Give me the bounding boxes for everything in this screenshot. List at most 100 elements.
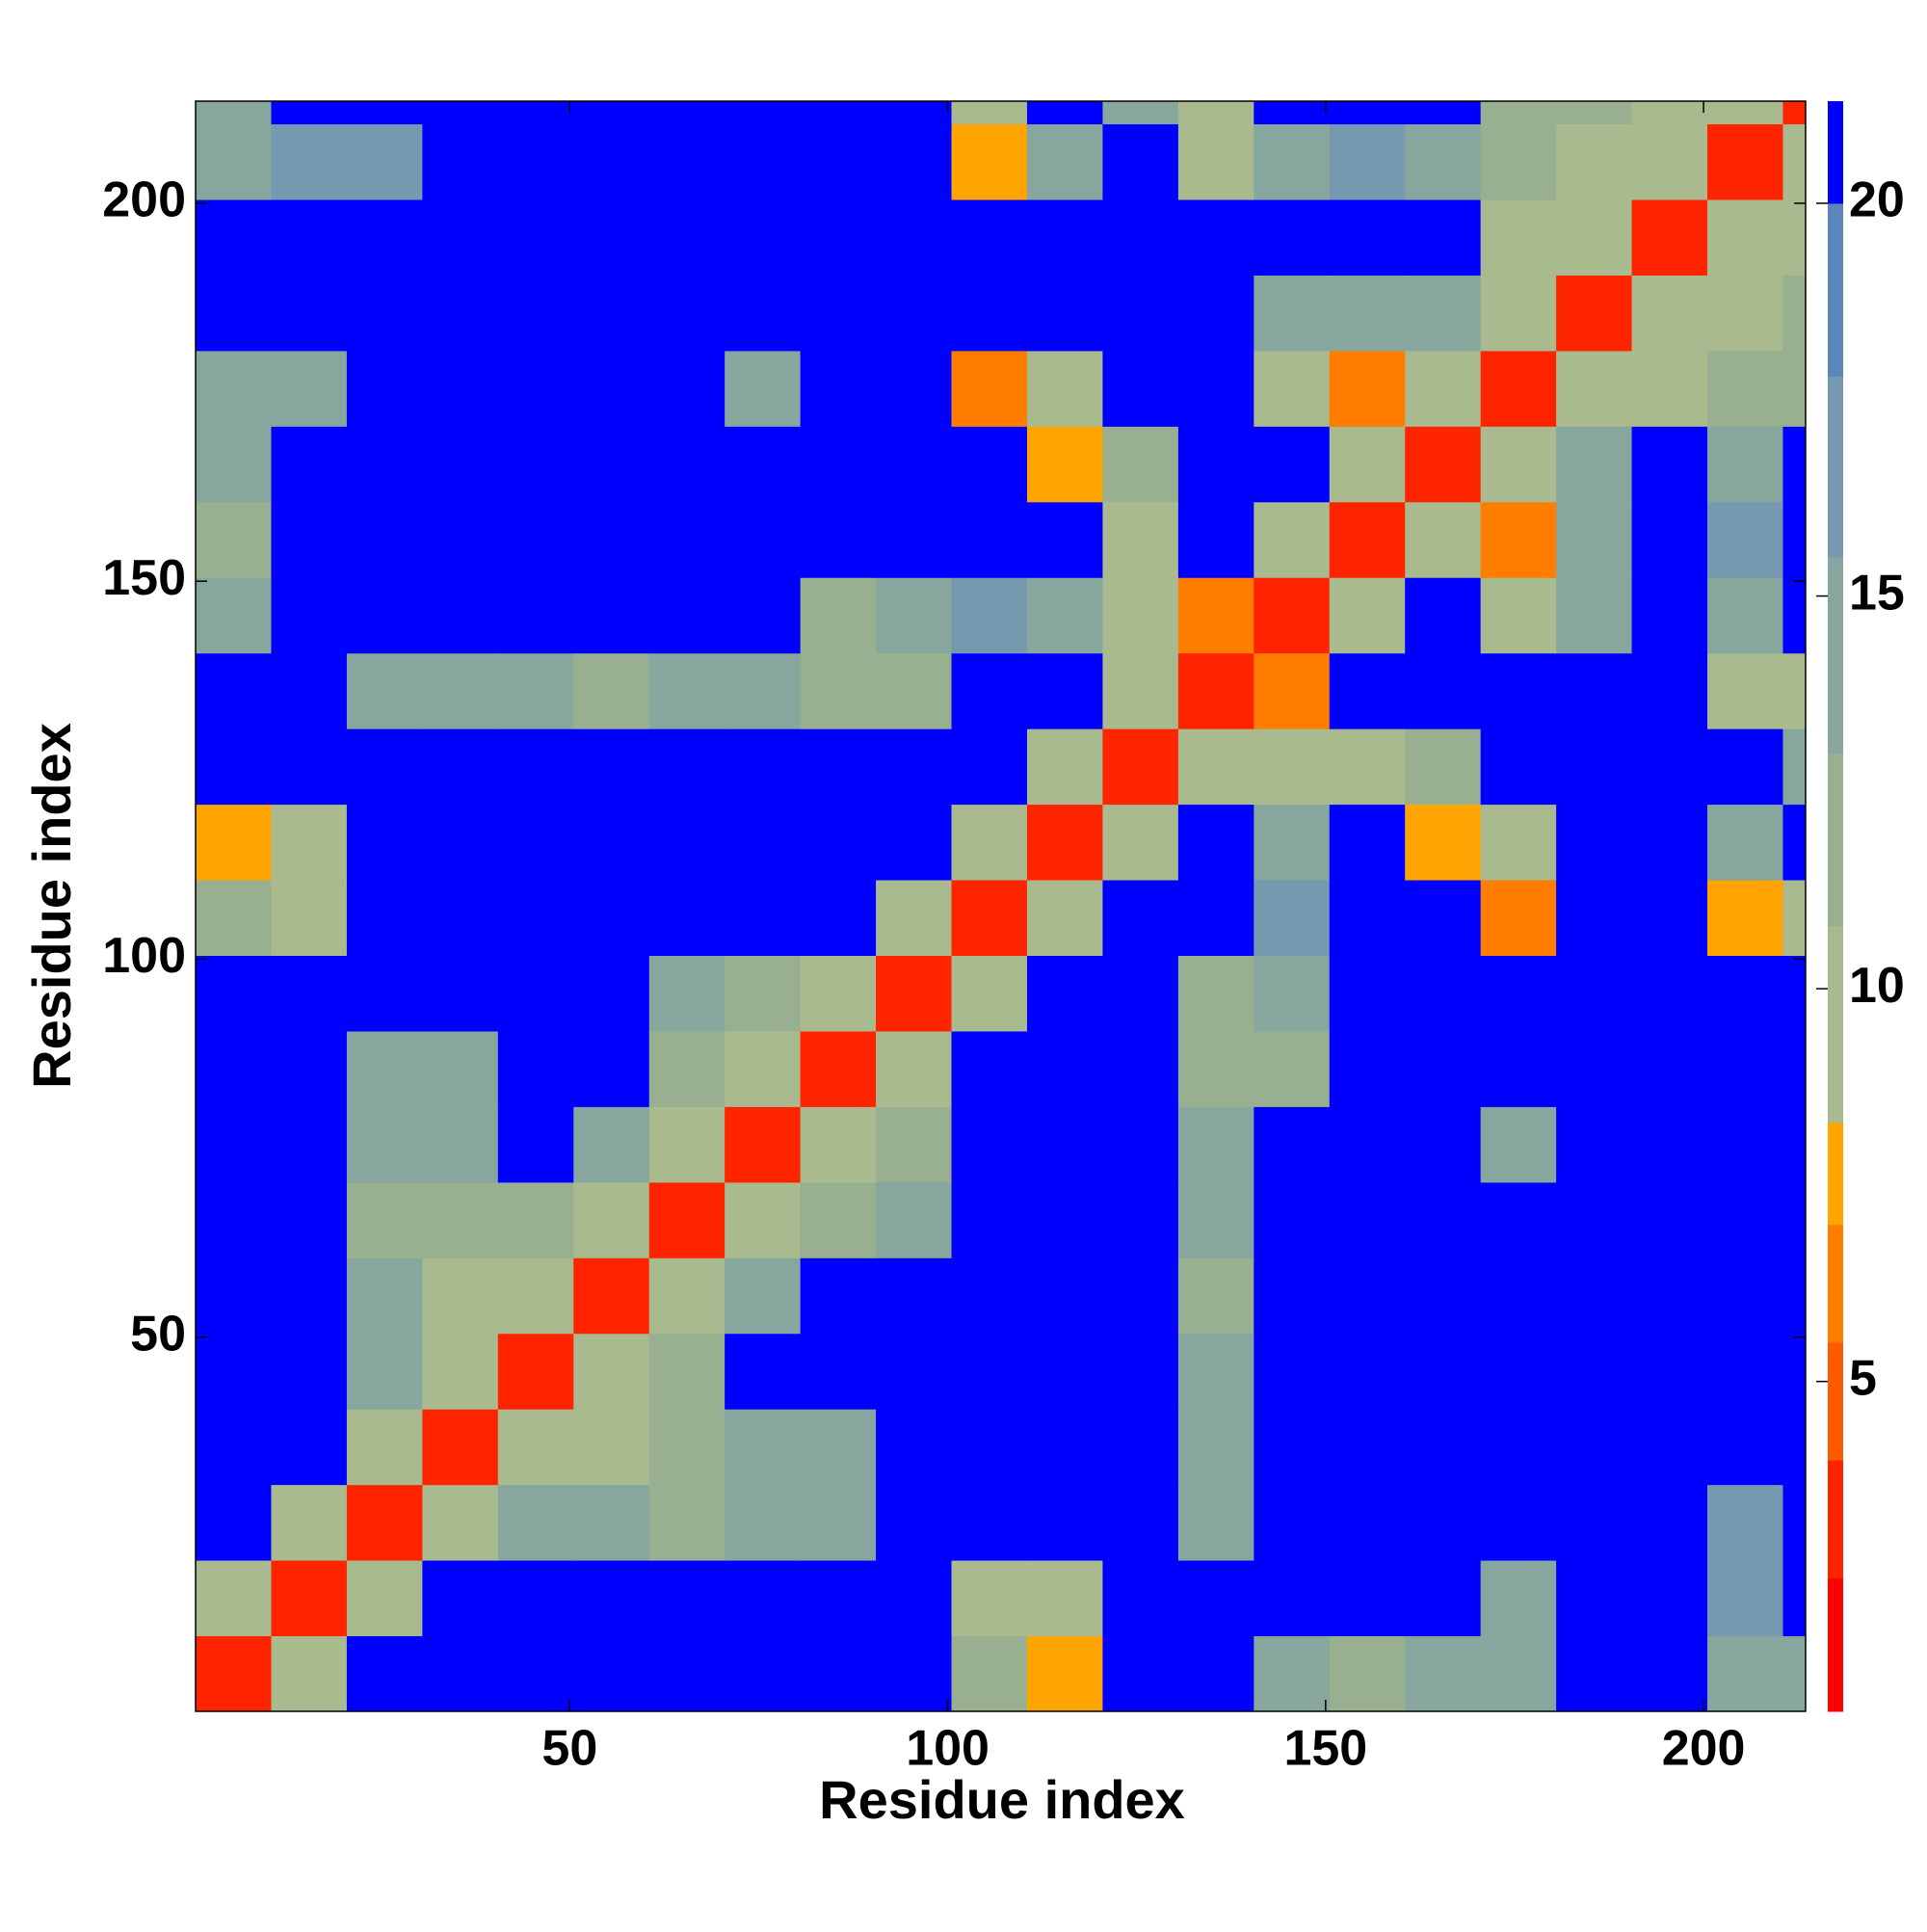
heatmap-cell <box>497 1560 574 1637</box>
heatmap-cell <box>196 1333 272 1410</box>
heatmap-cell <box>271 1257 348 1335</box>
heatmap-cell <box>1102 955 1179 1032</box>
heatmap-cell <box>1329 198 1406 276</box>
heatmap-cell <box>573 1635 650 1712</box>
colorbar-segment <box>1828 1341 1843 1461</box>
heatmap-cell <box>497 198 574 276</box>
heatmap-cell <box>573 1030 650 1107</box>
heatmap-cell <box>573 880 650 956</box>
heatmap-cell <box>346 1409 423 1486</box>
heatmap-cell <box>1026 804 1103 881</box>
heatmap-cell <box>1102 101 1179 125</box>
heatmap-cell <box>800 1333 877 1410</box>
heatmap-cell <box>1707 880 1783 956</box>
heatmap-cell <box>725 1560 802 1637</box>
heatmap-cell <box>1556 804 1633 881</box>
heatmap-cell <box>1329 275 1406 352</box>
heatmap-cell <box>648 198 726 276</box>
colorbar-segment <box>1828 1122 1843 1226</box>
heatmap-cell <box>951 955 1028 1032</box>
heatmap-cell <box>346 101 423 125</box>
heatmap-cell <box>1707 1106 1783 1183</box>
heatmap-cell <box>1026 350 1103 427</box>
heatmap-cell <box>1177 198 1254 276</box>
heatmap-cell <box>422 1257 499 1335</box>
heatmap-cell <box>1254 1635 1331 1712</box>
heatmap-cell <box>271 577 348 654</box>
heatmap-cell <box>1254 198 1331 276</box>
colorbar-segment <box>1828 753 1843 927</box>
heatmap-cell <box>1782 1484 1807 1561</box>
heatmap-cell <box>1026 198 1103 276</box>
heatmap-cell <box>1177 1484 1254 1561</box>
heatmap-cell <box>1329 1257 1406 1335</box>
heatmap-cell <box>1782 652 1807 729</box>
heatmap-cell <box>648 1257 726 1335</box>
x-axis-label: Residue index <box>819 1769 1185 1830</box>
heatmap-cell <box>1329 101 1406 125</box>
heatmap-cell <box>1026 1635 1103 1712</box>
heatmap-cell <box>497 1106 574 1183</box>
heatmap-cell <box>1707 955 1783 1032</box>
heatmap-cell <box>1254 123 1331 200</box>
heatmap-cell <box>648 728 726 806</box>
heatmap-cell <box>1480 275 1557 352</box>
heatmap-cell <box>1405 1635 1482 1712</box>
heatmap-cell <box>876 1333 953 1410</box>
heatmap-cell <box>1026 577 1103 654</box>
heatmap-cell <box>1102 880 1179 956</box>
heatmap-cell <box>725 880 802 956</box>
heatmap-cell <box>497 1257 574 1335</box>
heatmap-cell <box>951 101 1028 125</box>
x-tick-label: 150 <box>1283 1721 1367 1777</box>
heatmap-cell <box>1631 350 1708 427</box>
heatmap-cell <box>800 1257 877 1335</box>
heatmap-cell <box>271 1106 348 1183</box>
heatmap-cell <box>951 198 1028 276</box>
heatmap-cell <box>648 652 726 729</box>
heatmap-cell <box>1480 426 1557 503</box>
heatmap-cell <box>800 1106 877 1183</box>
heatmap-cell <box>1254 955 1331 1032</box>
colorbar-segment <box>1828 202 1843 377</box>
heatmap-cell <box>1329 728 1406 806</box>
heatmap-cell <box>1254 426 1331 503</box>
heatmap-cell <box>1254 1181 1331 1258</box>
heatmap-cell <box>876 198 953 276</box>
heatmap-cell <box>346 1560 423 1637</box>
heatmap-cell <box>951 1333 1028 1410</box>
heatmap-cell <box>800 501 877 578</box>
heatmap-cell <box>1177 101 1254 125</box>
heatmap-cell <box>1329 955 1406 1032</box>
heatmap-cell <box>1254 101 1331 125</box>
heatmap-cell <box>725 577 802 654</box>
heatmap-cell <box>1405 1333 1482 1410</box>
heatmap-cell <box>1405 955 1482 1032</box>
heatmap-cell <box>1177 501 1254 578</box>
colorbar-segment <box>1828 1577 1843 1712</box>
heatmap-cell <box>1480 350 1557 427</box>
heatmap-cell <box>497 652 574 729</box>
heatmap-cell <box>271 652 348 729</box>
heatmap-cell <box>1631 1333 1708 1410</box>
heatmap-cell <box>1556 426 1633 503</box>
heatmap-cell <box>271 1635 348 1712</box>
heatmap-cell <box>497 1181 574 1258</box>
heatmap-cell <box>1177 1635 1254 1712</box>
heatmap-cell <box>648 955 726 1032</box>
heatmap-cell <box>1254 350 1331 427</box>
heatmap-cell <box>573 198 650 276</box>
heatmap-cell <box>1405 880 1482 956</box>
heatmap-cell <box>876 350 953 427</box>
heatmap-cell <box>1254 501 1331 578</box>
heatmap-cell <box>1556 1257 1633 1335</box>
heatmap-cell <box>346 275 423 352</box>
heatmap-cell <box>1329 1333 1406 1410</box>
heatmap-cell <box>1177 652 1254 729</box>
heatmap-cell <box>1556 652 1633 729</box>
heatmap-cell <box>1480 1484 1557 1561</box>
heatmap-cell <box>951 275 1028 352</box>
heatmap-cell <box>271 955 348 1032</box>
heatmap-cell <box>1026 123 1103 200</box>
heatmap-cell <box>1480 501 1557 578</box>
